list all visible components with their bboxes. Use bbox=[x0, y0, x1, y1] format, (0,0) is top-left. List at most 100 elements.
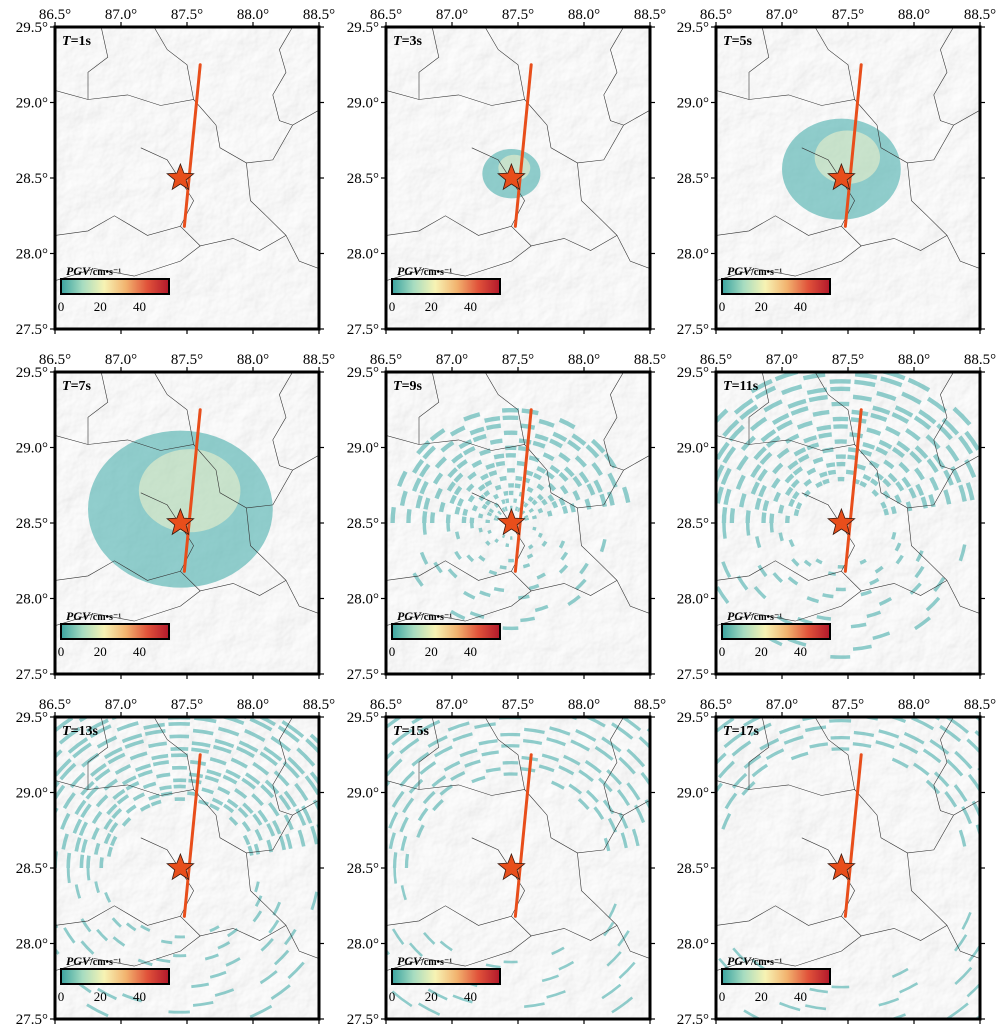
pgv-arc-segment bbox=[891, 687, 917, 695]
pgv-arc-segment bbox=[925, 434, 941, 450]
pgv-arc-segment bbox=[662, 792, 672, 813]
pgv-arc-segment bbox=[745, 522, 751, 536]
pgv-arc-segment bbox=[784, 486, 794, 496]
pgv-arc-segment bbox=[91, 810, 103, 825]
pgv-arc-segment bbox=[493, 517, 499, 521]
colorbar-tick-label: 40 bbox=[133, 299, 146, 314]
colorbar bbox=[60, 278, 170, 295]
pgv-arc-segment bbox=[859, 480, 868, 488]
pgv-arc-segment bbox=[116, 794, 130, 805]
pgv-arc-segment bbox=[967, 773, 980, 794]
pgv-arc-segment bbox=[561, 684, 588, 693]
x-tick-label: 87.5° bbox=[832, 7, 864, 23]
pgv-arc-segment bbox=[399, 770, 415, 787]
pgv-arc-segment bbox=[43, 805, 51, 823]
border-line bbox=[55, 147, 194, 236]
fault-trace bbox=[513, 63, 533, 228]
pgv-arc-segment bbox=[716, 464, 725, 483]
pgv-arc-segment bbox=[772, 572, 784, 583]
pgv-arc-segment bbox=[24, 767, 37, 787]
pgv-arc-segment bbox=[388, 811, 399, 829]
pgv-arc-segment bbox=[534, 433, 549, 442]
pgv-arc-segment bbox=[769, 522, 774, 533]
pgv-arc-segment bbox=[759, 451, 773, 465]
pgv-arc-segment bbox=[103, 832, 112, 845]
pgv-arc-segment bbox=[58, 726, 81, 745]
pgv-arc-segment bbox=[85, 718, 109, 733]
colorbar bbox=[60, 623, 170, 640]
pgv-arc-segment bbox=[914, 616, 931, 631]
y-tick-label: 28.0° bbox=[347, 247, 379, 263]
pgv-arc-segment bbox=[469, 611, 485, 619]
pgv-arc-segment bbox=[61, 833, 69, 850]
pgv-arc-segment bbox=[94, 881, 100, 894]
border-line bbox=[87, 372, 109, 445]
pgv-arc-segment bbox=[665, 756, 680, 778]
pgv-arc-segment bbox=[349, 814, 355, 837]
pgv-arc-segment bbox=[447, 721, 470, 732]
border-line bbox=[386, 147, 525, 236]
x-tick-label: 86.5° bbox=[700, 352, 732, 368]
pgv-arc-segment bbox=[80, 803, 92, 819]
pgv-arc-segment bbox=[478, 739, 498, 746]
pgv-arc-segment bbox=[674, 760, 688, 782]
pgv-arc-segment bbox=[392, 852, 398, 869]
pgv-arc-segment bbox=[478, 513, 484, 519]
pgv-arc-segment bbox=[806, 387, 828, 395]
pgv-arc-segment bbox=[48, 868, 49, 886]
pgv-arc-segment bbox=[954, 750, 973, 770]
pgv-arc-segment bbox=[788, 498, 796, 508]
pgv-arc-segment bbox=[432, 799, 444, 812]
pgv-arc-segment bbox=[971, 800, 980, 821]
pgv-arc-segment bbox=[790, 478, 800, 489]
border-line bbox=[55, 245, 201, 281]
pgv-arc-segment bbox=[854, 379, 876, 388]
border-line bbox=[716, 780, 980, 854]
border-line bbox=[55, 837, 194, 926]
pgv-arc-segment bbox=[464, 685, 491, 689]
pgv-arc-segment bbox=[412, 477, 422, 492]
pgv-arc-segment bbox=[852, 644, 872, 651]
y-tick-label: 28.0° bbox=[16, 247, 48, 263]
pgv-peak-zone bbox=[814, 130, 881, 184]
pgv-arc-segment bbox=[989, 794, 999, 814]
pgv-arc-segment bbox=[386, 717, 403, 730]
pgv-arc-segment bbox=[528, 684, 555, 688]
border-line bbox=[272, 27, 293, 126]
map-panel: PGV/cm•s⁻¹ 0 20 40 86.5° 87.0° 87.5° 88.0° 88.5°… bbox=[347, 7, 666, 338]
y-tick-label: 29.0° bbox=[16, 786, 48, 802]
pgv-arc-segment bbox=[422, 790, 436, 805]
pgv-arc-segment bbox=[945, 1002, 969, 1019]
pgv-arc-segment bbox=[197, 687, 224, 691]
pgv-arc-segment bbox=[259, 970, 278, 985]
x-tick-label: 87.5° bbox=[171, 7, 203, 23]
pgv-arc-segment bbox=[361, 824, 366, 844]
pgv-arc-segment bbox=[270, 735, 292, 753]
pgv-arc-segment bbox=[411, 717, 427, 725]
pgv-arc-segment bbox=[878, 439, 893, 450]
pgv-arc-segment bbox=[501, 499, 506, 505]
pgv-arc-segment bbox=[802, 372, 826, 381]
x-tick-label: 88.5° bbox=[634, 697, 666, 713]
pgv-arc-segment bbox=[0, 785, 10, 809]
pgv-arc-segment bbox=[579, 562, 589, 575]
y-tick-label: 29.5° bbox=[347, 20, 379, 36]
pgv-arc-segment bbox=[469, 426, 485, 436]
border-lines bbox=[55, 27, 319, 281]
pgv-arc-segment bbox=[871, 489, 880, 497]
pgv-arc-segment bbox=[487, 529, 492, 535]
pgv-wavefield bbox=[716, 372, 980, 659]
pgv-arc-segment bbox=[489, 438, 503, 445]
pgv-arc-segment bbox=[80, 918, 92, 933]
pgv-wavefield bbox=[0, 687, 355, 1019]
panel-grid: PGV/cm•s⁻¹ 0 20 40 86.5° 87.0° 87.5° 88.0° 88.5°… bbox=[0, 7, 999, 1026]
pgv-arc-segment bbox=[247, 845, 254, 856]
border-line bbox=[716, 245, 862, 281]
pgv-arc-segment bbox=[939, 724, 962, 743]
pgv-arc-segment bbox=[493, 587, 505, 593]
pgv-arc-segment bbox=[419, 761, 437, 775]
pgv-arc-segment bbox=[285, 833, 293, 850]
pgv-arc-segment bbox=[109, 822, 119, 834]
pgv-arc-segment bbox=[480, 473, 489, 481]
pgv-arc-segment bbox=[464, 759, 481, 768]
